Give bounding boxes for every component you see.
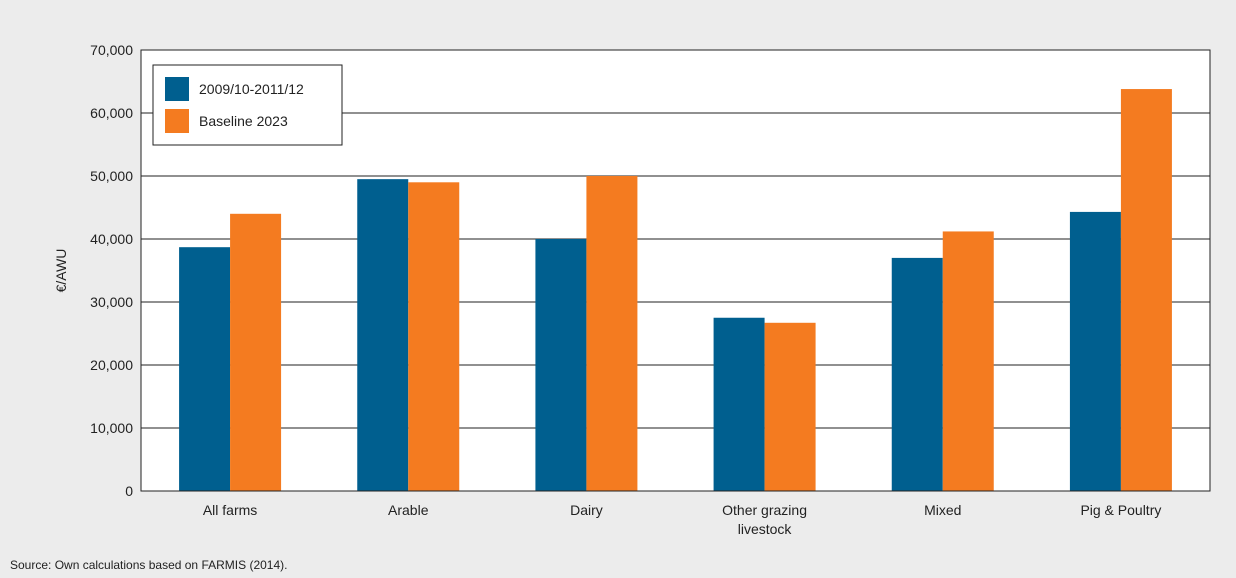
y-tick-label: 30,000 (90, 294, 133, 310)
y-tick-label: 70,000 (90, 42, 133, 58)
bar (1120, 89, 1172, 491)
bar-chart: 0 10,000 20,000 30,000 40,000 50,000 60,000 70,… (53, 42, 1211, 537)
legend-label: 2009/10-2011/12 (199, 81, 304, 97)
y-tick-label: 20,000 (90, 357, 133, 373)
y-tick-label: 10,000 (90, 420, 133, 436)
plot-border (140, 49, 1211, 492)
y-tick-label: 50,000 (90, 168, 133, 184)
bar (535, 239, 587, 491)
legend-swatch (165, 77, 189, 101)
bar (1069, 211, 1121, 491)
y-tick-label: 0 (125, 483, 133, 499)
bar (942, 231, 994, 491)
x-tick-label: Dairy (570, 502, 603, 518)
bar (891, 257, 943, 491)
x-tick-label: Arable (388, 502, 429, 518)
legend-swatch (165, 109, 189, 133)
bar (764, 322, 816, 491)
x-tick-label: Pig & Poultry (1080, 502, 1161, 518)
source-note: Source: Own calculations based on FARMIS… (10, 558, 288, 572)
x-tick-label: All farms (203, 502, 257, 518)
bar (357, 179, 409, 491)
x-tick-label: Mixed (924, 502, 961, 518)
bar (179, 247, 231, 491)
bar (408, 182, 460, 492)
bar (230, 213, 282, 492)
legend-label: Baseline 2023 (199, 113, 288, 129)
y-tick-label: 40,000 (90, 231, 133, 247)
y-tick-label: 60,000 (90, 105, 133, 121)
bar (713, 317, 765, 491)
x-tick-label: Other grazing livestock (722, 502, 807, 537)
bar (586, 176, 638, 491)
y-axis-title: €/AWU (53, 249, 69, 293)
